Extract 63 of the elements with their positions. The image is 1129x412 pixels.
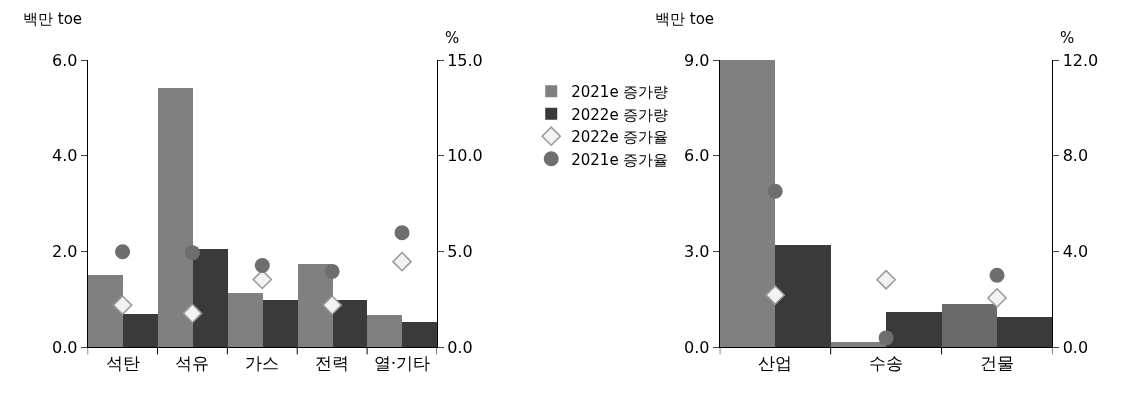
y-tick-label: 6.0	[51, 50, 78, 70]
bar	[941, 304, 997, 348]
x-tick-label: 석유	[175, 352, 210, 373]
point	[876, 269, 896, 290]
bar	[830, 342, 886, 348]
y-axis-title: 백만 toe	[655, 10, 715, 28]
point	[878, 330, 894, 346]
point	[765, 285, 786, 305]
y-tick-label: 2.0	[51, 242, 78, 262]
bar	[996, 317, 1053, 348]
y2-tick-label: 0.0	[1062, 337, 1089, 357]
legend-label: 2022e 증가량	[571, 105, 669, 124]
y2-tick-label: 10.0	[447, 146, 483, 166]
legend-label: 2021e 증가율	[571, 150, 669, 169]
x-tick-label: 열·기타	[373, 352, 431, 373]
legend-label: 2022e 증가율	[571, 128, 669, 147]
bar	[297, 264, 333, 348]
bar	[332, 300, 367, 348]
point	[392, 251, 412, 272]
y2-axis-title: %	[445, 29, 460, 47]
bar	[885, 312, 942, 348]
y-tick-label: 0.0	[51, 337, 78, 357]
bar	[366, 315, 402, 348]
bar	[157, 88, 193, 348]
point	[987, 288, 1007, 308]
x-tick-label: 건물	[980, 352, 1015, 373]
point	[112, 295, 133, 315]
x-tick-label: 가스	[245, 352, 280, 373]
y2-tick-label: 5.0	[447, 242, 473, 262]
y2-tick-label: 4.0	[1062, 242, 1089, 262]
y2-tick-label: 8.0	[1062, 146, 1089, 166]
x-tick-label: 산업	[758, 352, 793, 373]
point	[115, 244, 131, 260]
y2-axis-title: %	[1060, 29, 1075, 47]
y-tick-label: 3.0	[684, 242, 710, 262]
bar	[227, 293, 263, 348]
x-tick-label: 전력	[315, 352, 350, 373]
point	[254, 257, 270, 273]
x-tick-label: 석탄	[105, 352, 140, 373]
legend-label: 2021e 증가량	[571, 83, 669, 102]
y2-tick-label: 15.0	[447, 50, 483, 70]
point	[184, 245, 200, 261]
y2-tick-label: 12.0	[1062, 50, 1099, 70]
bar	[192, 249, 228, 348]
bar	[401, 322, 437, 348]
y-tick-label: 9.0	[684, 50, 710, 70]
point	[394, 225, 410, 241]
x-tick-label: 수송	[869, 352, 904, 373]
point	[324, 263, 340, 279]
y2-tick-label: 0.0	[447, 337, 473, 357]
y-tick-label: 0.0	[684, 337, 710, 357]
bar	[122, 314, 158, 348]
point	[989, 267, 1005, 283]
bar	[774, 245, 831, 348]
point	[252, 269, 273, 290]
y-axis-title: 백만 toe	[23, 10, 83, 28]
bar	[87, 275, 123, 348]
bar	[262, 300, 298, 348]
point	[182, 303, 203, 324]
y-tick-label: 4.0	[51, 146, 78, 166]
point	[322, 295, 343, 315]
point	[767, 183, 783, 199]
y-tick-label: 6.0	[684, 146, 710, 166]
